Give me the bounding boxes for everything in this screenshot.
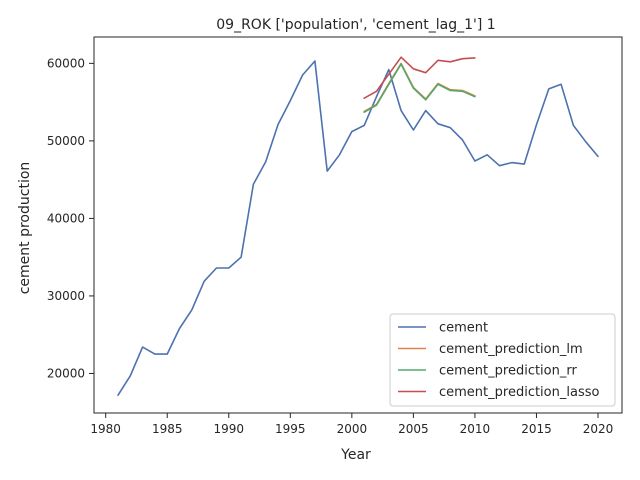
y-tick-label: 50000: [47, 134, 85, 148]
series-line-cement-prediction-lasso: [363, 56, 476, 99]
legend-label: cement_prediction_rr: [439, 364, 577, 379]
plot-area: 1980 1985 1990 1995 2000 2005 2010 2015 2020 2000…: [47, 36, 623, 436]
x-tick-label: 1990: [213, 422, 244, 436]
x-axis-label: Year: [340, 447, 371, 463]
legend-label: cement_prediction_lm: [439, 342, 583, 357]
series-line-cement-prediction-rr: [363, 63, 476, 113]
x-tick-label: 1985: [152, 422, 183, 436]
x-tick-label: 2010: [460, 422, 491, 436]
plot-frame: [93, 36, 623, 414]
legend-label: cement: [439, 321, 488, 336]
legend-box: [389, 313, 616, 407]
legend-label: cement_prediction_lasso: [439, 385, 599, 400]
x-tick-label: 1980: [90, 422, 121, 436]
y-tick-label: 40000: [47, 211, 85, 225]
x-tick-label: 2020: [583, 422, 614, 436]
x-tick-label: 1995: [275, 422, 306, 436]
x-tick-label: 2005: [398, 422, 429, 436]
legend: cement cement_prediction_lm cement_predict…: [389, 313, 616, 407]
series-line-cement: [117, 60, 599, 397]
chart-title: 09_ROK ['population', 'cement_lag_1'] 1: [216, 17, 495, 33]
x-tick-label: 2015: [521, 422, 552, 436]
y-tick-label: 30000: [47, 289, 85, 303]
y-axis-label: cement production: [17, 162, 33, 295]
y-tick-label: 20000: [47, 366, 85, 380]
y-tick-label: 60000: [47, 56, 85, 70]
x-tick-label: 2000: [337, 422, 368, 436]
